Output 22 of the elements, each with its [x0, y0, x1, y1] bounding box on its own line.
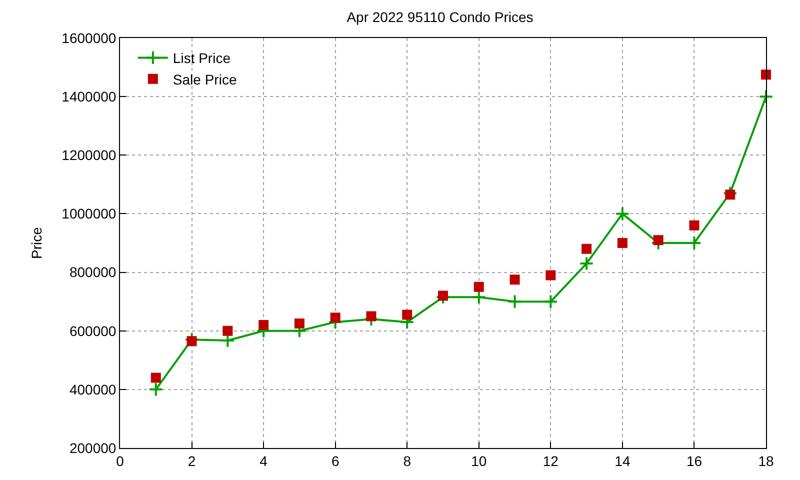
chart-title: Apr 2022 95110 Condo Prices: [346, 8, 534, 25]
y-tick-label: 1000000: [62, 206, 116, 222]
x-tick-label: 18: [758, 452, 774, 469]
legend-label: List Price: [172, 50, 231, 66]
legend-label: Sale Price: [172, 71, 237, 88]
x-tick-label: 16: [686, 452, 702, 469]
y-tick-label: 800000: [69, 264, 116, 280]
x-tick-label: 0: [116, 452, 124, 469]
y-tick-label: 600000: [69, 322, 116, 339]
x-tick-label: 2: [188, 452, 196, 469]
x-tick-label: 4: [260, 452, 268, 469]
x-tick-label: 8: [403, 452, 412, 469]
y-tick-label: 400000: [69, 381, 116, 398]
y-tick-label: 1400000: [62, 88, 116, 104]
x-tick-label: 14: [614, 452, 630, 469]
y-tick-label: 1200000: [62, 147, 116, 164]
x-tick-label: 12: [542, 452, 559, 469]
y-axis-title: Price: [28, 226, 44, 259]
x-tick-label: 10: [471, 452, 487, 469]
x-tick-label: 6: [331, 452, 340, 469]
y-tick-label: 1600000: [62, 30, 116, 46]
y-tick-label: 200000: [69, 440, 116, 456]
